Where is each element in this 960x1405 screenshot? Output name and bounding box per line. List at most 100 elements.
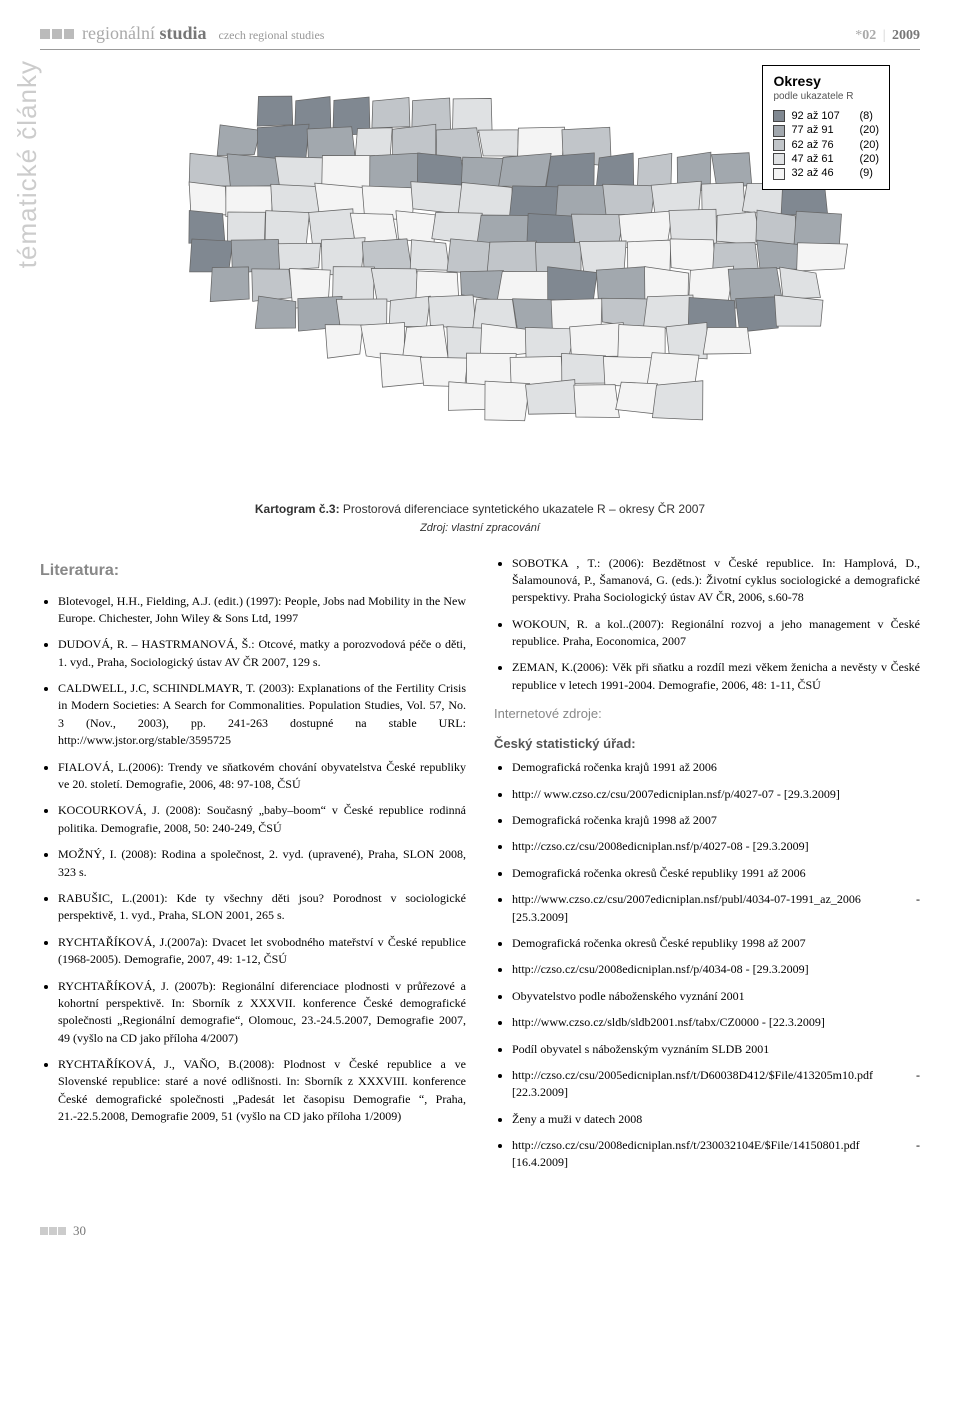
map-district xyxy=(689,266,734,302)
reference-item: ZEMAN, K.(2006): Věk při sňatku a rozdíl… xyxy=(512,659,920,694)
map-district xyxy=(255,296,296,328)
map-district xyxy=(479,130,519,156)
caption-lead: Kartogram č.3: xyxy=(255,502,340,516)
map-district xyxy=(189,182,226,215)
legend-count: (8) xyxy=(859,109,872,123)
reference-item: Ženy a muži v datech 2008 xyxy=(512,1111,920,1128)
body-columns: Literatura: Blotevogel, H.H., Fielding, … xyxy=(40,555,920,1181)
reference-item: DUDOVÁ, R. – HASTRMANOVÁ, Š.: Otcové, ma… xyxy=(58,636,466,671)
map-district xyxy=(794,211,842,246)
map-district xyxy=(703,327,751,354)
left-column: Literatura: Blotevogel, H.H., Fielding, … xyxy=(40,555,466,1181)
map-district xyxy=(447,239,490,274)
reference-list-internet: Demografická ročenka krajů 1991 až 2006 h… xyxy=(494,759,920,1172)
reference-item: Blotevogel, H.H., Fielding, A.J. (edit.)… xyxy=(58,593,466,628)
legend-swatch xyxy=(773,125,785,137)
reference-item: Demografická ročenka krajů 1998 až 2007 xyxy=(512,812,920,829)
legend-row: 92 až 107 (8) xyxy=(773,109,879,123)
legend-row: 47 až 61 (20) xyxy=(773,152,879,166)
choropleth-map xyxy=(135,60,855,460)
journal-title-accent: studia xyxy=(159,23,206,43)
legend-row: 77 až 91 (20) xyxy=(773,123,879,137)
internet-heading: Internetové zdroje: xyxy=(494,704,920,724)
map-district xyxy=(712,153,752,188)
issue-block: *02 | 2009 xyxy=(855,25,920,46)
map-district xyxy=(556,185,609,218)
map-district xyxy=(574,385,620,418)
issue-separator: | xyxy=(883,28,886,43)
literatura-heading: Literatura: xyxy=(40,559,466,583)
map-district xyxy=(257,96,293,126)
legend-count: (20) xyxy=(859,138,879,152)
reference-item: Obyvatelstvo podle náboženského vyznání … xyxy=(512,988,920,1005)
reference-item: Demografická ročenka okresů České republ… xyxy=(512,935,920,952)
reference-item: http://czso.cz/csu/2005edicniplan.nsf/t/… xyxy=(512,1067,920,1102)
map-district xyxy=(389,296,430,327)
map-district xyxy=(688,298,736,328)
legend-row: 32 až 46 (9) xyxy=(773,166,879,180)
map-legend: Okresy podle ukazatele R 92 až 107 (8)77… xyxy=(762,65,890,190)
legend-swatch xyxy=(773,168,785,180)
reference-item: Podíl obyvatel s náboženským vyznáním SL… xyxy=(512,1041,920,1058)
map-district xyxy=(616,382,658,414)
page-header: regionální studia czech regional studies… xyxy=(40,20,920,50)
map-district xyxy=(189,210,225,243)
map-district xyxy=(526,380,576,415)
reference-item: http://czso.cz/csu/2008edicniplan.nsf/p/… xyxy=(512,838,920,855)
legend-count: (9) xyxy=(859,166,872,180)
page-number: 30 xyxy=(73,1221,86,1241)
reference-item: WOKOUN, R. a kol..(2007): Regionální roz… xyxy=(512,616,920,651)
journal-subtitle: czech regional studies xyxy=(219,26,325,44)
header-squares-icon xyxy=(40,25,76,45)
reference-item: FIALOVÁ, L.(2006): Trendy ve sňatkovém c… xyxy=(58,759,466,794)
reference-item: http://czso.cz/csu/2008edicniplan.nsf/p/… xyxy=(512,961,920,978)
journal-title-block: regionální studia czech regional studies xyxy=(40,20,324,47)
journal-title-prefix: regionální xyxy=(82,23,155,43)
map-district xyxy=(380,353,424,387)
reference-item: http://www.czso.cz/csu/2007edicniplan.ns… xyxy=(512,891,920,926)
map-district xyxy=(562,353,607,383)
map-district xyxy=(797,243,848,271)
map-district xyxy=(756,210,798,244)
legend-swatch xyxy=(773,139,785,151)
map-district xyxy=(736,297,779,332)
reference-list-left: Blotevogel, H.H., Fielding, A.J. (edit.)… xyxy=(40,593,466,1126)
reference-item: RYCHTAŘÍKOVÁ, J.(2007a): Dvacet let svob… xyxy=(58,934,466,969)
map-district xyxy=(411,182,465,215)
map-district xyxy=(372,98,410,129)
figure-source: Zdroj: vlastní zpracování xyxy=(40,520,920,537)
figure-area: Okresy podle ukazatele R 92 až 107 (8)77… xyxy=(100,60,890,490)
legend-label: 92 až 107 xyxy=(791,109,853,123)
reference-item: http:// www.czso.cz/csu/2007edicniplan.n… xyxy=(512,786,920,803)
page-footer: 30 xyxy=(40,1221,920,1241)
map-district xyxy=(497,271,553,301)
legend-count: (20) xyxy=(859,123,879,137)
map-district xyxy=(757,240,801,269)
legend-label: 32 až 46 xyxy=(791,166,853,180)
map-district xyxy=(717,212,762,245)
legend-swatch xyxy=(773,110,785,122)
map-district xyxy=(410,240,449,270)
reference-item: http://www.czso.cz/sldb/sldb2001.nsf/tab… xyxy=(512,1014,920,1031)
reference-item: MOŽNÝ, I. (2008): Rodina a společnost, 2… xyxy=(58,846,466,881)
reference-item: CALDWELL, J.C, SCHINDLMAYR, T. (2003): E… xyxy=(58,680,466,750)
map-district xyxy=(774,295,823,326)
legend-row: 62 až 76 (20) xyxy=(773,138,879,152)
map-district xyxy=(499,153,551,186)
legend-subtitle: podle ukazatele R xyxy=(773,90,879,103)
reference-item: RYCHTAŘÍKOVÁ, J. (2007b): Regionální dif… xyxy=(58,978,466,1048)
reference-item: Demografická ročenka krajů 1991 až 2006 xyxy=(512,759,920,776)
map-district xyxy=(485,381,530,421)
map-district xyxy=(217,125,260,156)
issue-number: 02 xyxy=(862,28,876,43)
reference-item: Demografická ročenka okresů České republ… xyxy=(512,865,920,882)
figure-caption: Kartogram č.3: Prostorová diferenciace s… xyxy=(40,500,920,518)
legend-label: 62 až 76 xyxy=(791,138,853,152)
reference-item: RYCHTAŘÍKOVÁ, J., VAŇO, B.(2008): Plodno… xyxy=(58,1056,466,1126)
reference-item: KOCOURKOVÁ, J. (2008): Současný „baby–bo… xyxy=(58,802,466,837)
map-district xyxy=(428,295,476,330)
reference-list-right-top: SOBOTKA , T.: (2006): Bezdětnost v České… xyxy=(494,555,920,695)
map-district xyxy=(780,267,821,299)
legend-count: (20) xyxy=(859,152,879,166)
map-district xyxy=(325,325,363,359)
